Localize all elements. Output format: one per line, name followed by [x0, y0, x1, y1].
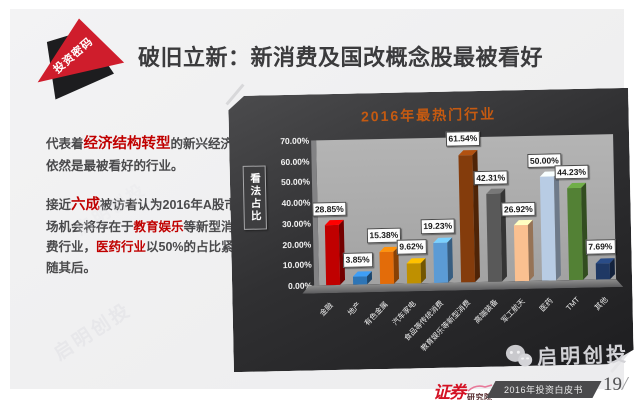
- bar-data-label: 19.23%: [420, 219, 455, 234]
- bar: [567, 188, 583, 280]
- para2-highlight-2: 教育娱乐: [133, 220, 184, 235]
- x-label-slot: 高端装备: [479, 292, 508, 367]
- bar-slot: 15.38%: [370, 139, 400, 285]
- y-tick-label: 70.00%: [280, 135, 310, 147]
- wechat-bubbles-icon: [505, 343, 533, 369]
- x-label-slot: 教育娱乐等新型消费: [452, 293, 481, 368]
- bar-side-face: [420, 258, 425, 283]
- para2-text: 接近: [46, 197, 72, 212]
- bar-slot: 61.54%: [451, 137, 481, 283]
- bar-side-face: [527, 220, 533, 281]
- bar: [539, 177, 555, 281]
- bar-data-label: 7.69%: [585, 239, 615, 254]
- corner-ribbon: 投资密码: [26, 13, 130, 105]
- paragraph-2: 接近六成被访者认为2016年A股市场机会将存在于教育娱乐等新型消费行业，医药行业…: [46, 194, 244, 278]
- y-tick-label: 0.00%: [287, 280, 313, 292]
- y-axis: 70.00% 60.00% 50.00% 40.00% 30.00% 20.00% 10.0…: [259, 141, 312, 287]
- bar-data-label: 42.31%: [473, 170, 508, 185]
- y-tick-label: 40.00%: [281, 197, 311, 209]
- bar-slot: 28.85%: [316, 140, 346, 286]
- bar-slot: 19.23%: [424, 138, 454, 284]
- bar-data-label: 9.62%: [396, 239, 426, 254]
- chart-title: 2016年最热门行业: [360, 105, 497, 125]
- footer-band: 2016年投资白皮书: [486, 381, 602, 398]
- bar-slot: 3.85%: [343, 139, 373, 285]
- y-tick-label: 20.00%: [282, 239, 312, 250]
- plot-area: 70.00% 60.00% 50.00% 40.00% 30.00% 20.00% 10.0…: [311, 134, 616, 285]
- plot-zone: 70.00% 60.00% 50.00% 40.00% 30.00% 20.00% 10.0…: [311, 134, 618, 370]
- y-tick-label: 60.00%: [280, 156, 310, 167]
- publisher-logo-main: 证券: [433, 383, 466, 400]
- bar: [433, 243, 448, 283]
- watermark-brand-text: 启明创投: [536, 343, 630, 370]
- publisher-logo: 证券 研究院: [433, 378, 493, 400]
- bar: [486, 194, 502, 282]
- x-tick-label: 其他: [592, 295, 610, 313]
- para2-text-2: 被访者认为2016年A股市场机会将存在于: [46, 197, 237, 235]
- para1-text: 代表着: [46, 137, 84, 151]
- bar-side-face: [447, 238, 453, 283]
- y-tick-label: 50.00%: [281, 176, 311, 188]
- para2-text-4: 以50%的占比紧随其后。: [46, 240, 234, 275]
- publisher-logo-right: 研究院: [467, 384, 493, 400]
- bar: [379, 252, 394, 284]
- chat-bubble-small: [517, 352, 533, 367]
- y-tick-label: 10.00%: [282, 259, 312, 271]
- bar: [458, 155, 475, 283]
- x-label-slot: 金融: [314, 296, 343, 371]
- chart-panel: 2016年最热门行业 看法占比 70.00% 60.00% 50.00% 40.00%…: [228, 88, 634, 372]
- x-tick-label: TMT: [563, 295, 582, 313]
- publisher-logo-sub: 研究院: [467, 393, 493, 400]
- para1-highlight: 经济结构转型: [83, 136, 171, 152]
- bar-slot: 44.23%: [559, 135, 589, 281]
- bar-slot: 50.00%: [532, 135, 562, 281]
- page-number-value: 19: [603, 374, 622, 395]
- paragraph-1: 代表着经济结构转型的新兴经济依然是最被看好的行业。: [46, 133, 244, 177]
- watermark-bottom-right: 启明创投: [505, 338, 630, 371]
- bar-data-label: 26.92%: [501, 201, 536, 216]
- bar: [406, 263, 420, 283]
- x-label-slot: 地产: [342, 295, 371, 370]
- bar-slot: 9.62%: [397, 138, 427, 284]
- bar: [595, 263, 609, 279]
- bar-data-label: 3.85%: [342, 253, 372, 268]
- bar: [352, 276, 366, 284]
- bar-side-face: [609, 258, 614, 279]
- para2-highlight-3: 医药行业: [96, 240, 147, 255]
- page-title: 破旧立新：新消费及国改概念股最被看好: [138, 45, 544, 70]
- watermark-bottom-left: 启明创投: [50, 299, 136, 365]
- x-tick-label: 医药: [537, 296, 555, 314]
- slide-canvas: 投资密码 破旧立新：新消费及国改概念股最被看好 代表着经济结构转型的新兴经济依然…: [10, 9, 624, 400]
- y-tick-label: 30.00%: [281, 218, 311, 229]
- para2-text-3: 等新型消费行业，: [46, 220, 234, 255]
- bar-data-label: 44.23%: [554, 164, 589, 179]
- x-tick-label: 金融: [317, 300, 335, 318]
- x-tick-label: 地产: [345, 300, 363, 318]
- para2-highlight-1: 六成: [71, 196, 101, 213]
- page-number: 19/: [603, 373, 628, 396]
- bar: [513, 225, 528, 281]
- bar-data-label: 61.54%: [445, 131, 480, 146]
- bar-slot: 7.69%: [586, 134, 616, 280]
- footer-band-text: 2016年投资白皮书: [504, 385, 584, 395]
- logo-swoosh-icon: [467, 384, 493, 392]
- bar-data-label: 28.85%: [312, 201, 347, 216]
- bar: [324, 225, 339, 285]
- page-number-slash: /: [622, 373, 628, 395]
- body-text-block: 代表着经济结构转型的新兴经济依然是最被看好的行业。 接近六成被访者认为2016年…: [46, 133, 244, 278]
- bars-row: 28.85% 3.85% 15.38% 9.62% 19.23% 61.54% 42.31%…: [316, 134, 616, 285]
- x-label-slot: 有色金属: [369, 295, 398, 370]
- para1-text-tail: 的新兴经济依然是最被看好的行业。: [46, 137, 234, 174]
